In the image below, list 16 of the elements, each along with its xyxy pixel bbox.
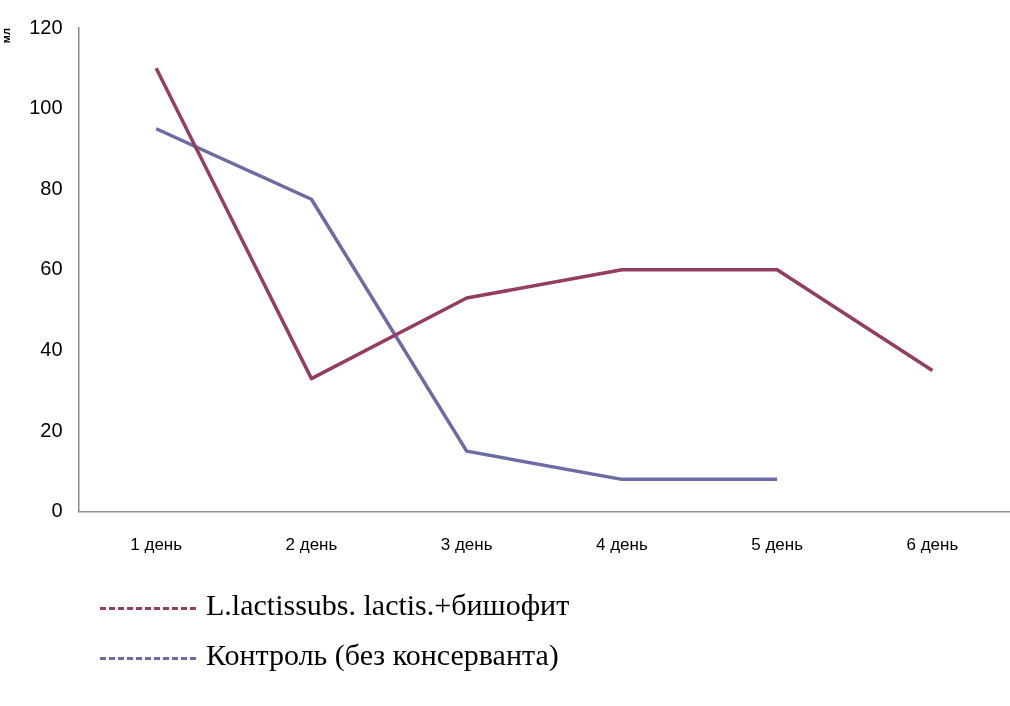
y-tick-label: 20: [40, 418, 63, 441]
y-tick-label: 100: [29, 96, 63, 119]
legend-label: Контроль (без консерванта): [206, 638, 559, 671]
y-tick-label: 120: [29, 15, 63, 38]
x-tick-label: 2 день: [285, 535, 338, 555]
x-tick-label: 3 день: [440, 535, 493, 555]
y-tick-label: 80: [40, 176, 63, 199]
x-tick-label: 1 день: [130, 535, 183, 555]
y-tick-label: 0: [51, 499, 63, 522]
y-tick-label: 60: [40, 257, 63, 280]
x-tick-label: 5 день: [751, 535, 804, 555]
legend-label: L.lactissubs. lactis.+бишофит: [206, 588, 570, 621]
y-axis-title: мл: [0, 27, 12, 44]
x-tick-label: 4 день: [596, 535, 648, 555]
y-tick-label: 40: [40, 337, 63, 360]
x-tick-label: 6 день: [906, 535, 959, 555]
